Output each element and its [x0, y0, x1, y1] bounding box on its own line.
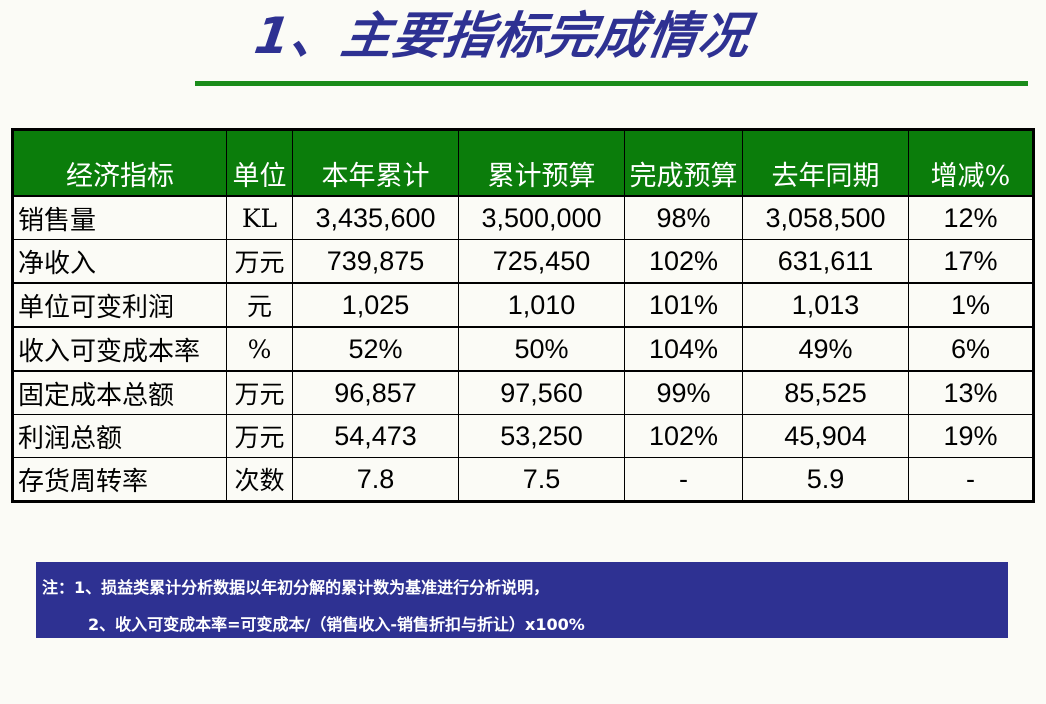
cell-prior-year: 45,904: [742, 414, 909, 458]
cell-prior-year: 85,525: [742, 370, 909, 415]
cell-ytd-actual: 54,473: [292, 414, 459, 458]
header-prior-year: 去年同期: [742, 129, 909, 197]
cell-budget-completion: -: [624, 457, 743, 502]
cell-change-pct: 17%: [908, 239, 1034, 284]
header-unit: 单位: [226, 129, 293, 197]
cell-ytd-budget: 97,560: [458, 370, 625, 415]
table-row: 净收入 万元 739,875 725,450 102% 631,611 17%: [12, 239, 1034, 284]
cell-prior-year: 1,013: [742, 282, 909, 328]
cell-budget-completion: 99%: [624, 370, 743, 415]
cell-change-pct: 6%: [908, 326, 1034, 372]
cell-indicator: 销售量: [12, 195, 227, 240]
cell-ytd-budget: 725,450: [458, 239, 625, 284]
cell-budget-completion: 101%: [624, 282, 743, 328]
table-row: 存货周转率 次数 7.8 7.5 - 5.9 -: [12, 457, 1034, 502]
page-title: 1、主要指标完成情况: [250, 7, 754, 65]
cell-change-pct: 13%: [908, 370, 1034, 415]
cell-ytd-budget: 50%: [458, 326, 625, 372]
cell-change-pct: 12%: [908, 195, 1034, 240]
cell-budget-completion: 104%: [624, 326, 743, 372]
cell-unit: 万元: [226, 414, 293, 458]
cell-budget-completion: 98%: [624, 195, 743, 240]
cell-indicator: 固定成本总额: [12, 370, 227, 415]
cell-ytd-budget: 1,010: [458, 282, 625, 328]
cell-change-pct: 1%: [908, 282, 1034, 328]
cell-ytd-actual: 7.8: [292, 457, 459, 502]
cell-unit: 元: [226, 282, 293, 328]
cell-unit: 万元: [226, 239, 293, 284]
cell-indicator: 存货周转率: [12, 457, 227, 502]
table-row: 销售量 KL 3,435,600 3,500,000 98% 3,058,500…: [12, 195, 1034, 240]
header-indicator: 经济指标: [12, 129, 227, 197]
cell-ytd-actual: 1,025: [292, 282, 459, 328]
cell-budget-completion: 102%: [624, 239, 743, 284]
key-indicators-table: 经济指标 单位 本年累计 累计预算 完成预算 去年同期 增减% 销售量 KL 3…: [11, 128, 1035, 503]
cell-unit: KL: [226, 195, 293, 240]
cell-ytd-budget: 53,250: [458, 414, 625, 458]
cell-ytd-budget: 7.5: [458, 457, 625, 502]
table-row: 单位可变利润 元 1,025 1,010 101% 1,013 1%: [12, 282, 1034, 328]
header-budget-completion: 完成预算: [624, 129, 743, 197]
cell-ytd-actual: 96,857: [292, 370, 459, 415]
cell-unit: %: [226, 326, 293, 372]
footnote-line-1: 注：1、损益类累计分析数据以年初分解的累计数为基准进行分析说明，: [42, 578, 550, 597]
cell-indicator: 单位可变利润: [12, 282, 227, 328]
cell-prior-year: 3,058,500: [742, 195, 909, 240]
cell-prior-year: 49%: [742, 326, 909, 372]
table-header-row: 经济指标 单位 本年累计 累计预算 完成预算 去年同期 增减%: [12, 129, 1034, 197]
cell-prior-year: 631,611: [742, 239, 909, 284]
cell-ytd-budget: 3,500,000: [458, 195, 625, 240]
cell-unit: 次数: [226, 457, 293, 502]
title-underline-divider: [195, 81, 1028, 86]
table-row: 固定成本总额 万元 96,857 97,560 99% 85,525 13%: [12, 370, 1034, 415]
header-change-pct: 增减%: [908, 129, 1034, 197]
footnote-line-2: 2、收入可变成本率=可变成本/（销售收入-销售折扣与折让）x100%: [88, 615, 585, 634]
header-ytd-actual: 本年累计: [292, 129, 459, 197]
cell-budget-completion: 102%: [624, 414, 743, 458]
cell-ytd-actual: 739,875: [292, 239, 459, 284]
cell-change-pct: -: [908, 457, 1034, 502]
cell-indicator: 收入可变成本率: [12, 326, 227, 372]
header-ytd-budget: 累计预算: [458, 129, 625, 197]
cell-ytd-actual: 52%: [292, 326, 459, 372]
cell-ytd-actual: 3,435,600: [292, 195, 459, 240]
table-row: 利润总额 万元 54,473 53,250 102% 45,904 19%: [12, 414, 1034, 458]
footnote-box: 注：1、损益类累计分析数据以年初分解的累计数为基准进行分析说明， 2、收入可变成…: [36, 562, 1008, 638]
cell-prior-year: 5.9: [742, 457, 909, 502]
cell-unit: 万元: [226, 370, 293, 415]
cell-indicator: 利润总额: [12, 414, 227, 458]
cell-change-pct: 19%: [908, 414, 1034, 458]
cell-indicator: 净收入: [12, 239, 227, 284]
table-row: 收入可变成本率 % 52% 50% 104% 49% 6%: [12, 326, 1034, 372]
